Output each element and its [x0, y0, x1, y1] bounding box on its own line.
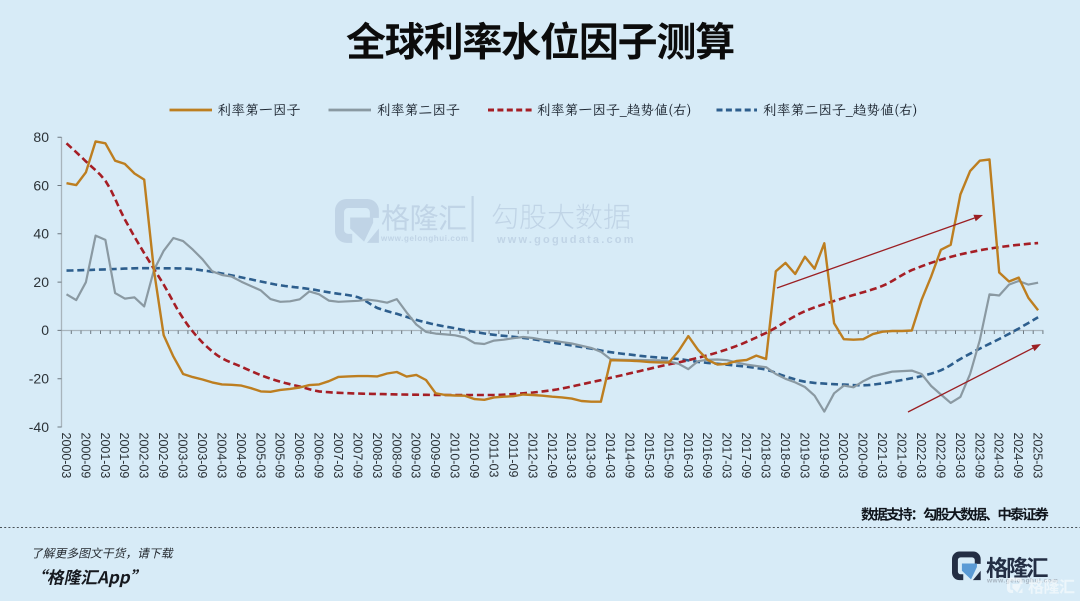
- svg-text:-40: -40: [29, 419, 49, 435]
- svg-text:2013-03: 2013-03: [564, 433, 578, 479]
- svg-text:0: 0: [41, 322, 49, 338]
- svg-text:2010-09: 2010-09: [467, 433, 481, 479]
- svg-text:2008-03: 2008-03: [370, 433, 384, 479]
- svg-text:2011-09: 2011-09: [506, 433, 520, 478]
- svg-text:2025-03: 2025-03: [1031, 433, 1045, 479]
- svg-text:2000-09: 2000-09: [78, 433, 92, 479]
- svg-text:2007-09: 2007-09: [350, 433, 364, 479]
- svg-text:2003-09: 2003-09: [195, 433, 209, 479]
- svg-text:2005-03: 2005-03: [253, 433, 267, 479]
- svg-text:2017-09: 2017-09: [739, 433, 753, 479]
- svg-text:2021-09: 2021-09: [895, 433, 909, 479]
- svg-text:2023-03: 2023-03: [953, 433, 967, 479]
- svg-text:2006-09: 2006-09: [312, 433, 326, 479]
- svg-text:2016-03: 2016-03: [681, 433, 695, 479]
- svg-text:2015-03: 2015-03: [642, 433, 656, 479]
- svg-text:2002-09: 2002-09: [156, 433, 170, 479]
- svg-text:40: 40: [33, 226, 49, 242]
- svg-text:2015-09: 2015-09: [661, 433, 675, 479]
- svg-text:2018-09: 2018-09: [778, 433, 792, 479]
- svg-text:2022-03: 2022-03: [914, 433, 928, 479]
- svg-text:2024-03: 2024-03: [992, 433, 1006, 479]
- svg-text:www.gogudata.com: www.gogudata.com: [496, 234, 636, 246]
- svg-text:2009-03: 2009-03: [409, 433, 423, 479]
- svg-text:20: 20: [33, 274, 49, 290]
- svg-text:-20: -20: [29, 371, 49, 387]
- svg-text:2019-03: 2019-03: [797, 433, 811, 479]
- svg-text:2014-09: 2014-09: [623, 433, 637, 479]
- svg-text:2001-03: 2001-03: [98, 433, 112, 479]
- svg-text:2017-03: 2017-03: [720, 433, 734, 479]
- svg-text:60: 60: [33, 177, 49, 193]
- svg-text:2020-03: 2020-03: [836, 433, 850, 479]
- svg-text:2024-09: 2024-09: [1011, 433, 1025, 479]
- svg-text:2021-03: 2021-03: [875, 433, 889, 479]
- svg-text:2003-03: 2003-03: [176, 433, 190, 479]
- svg-text:2004-09: 2004-09: [234, 433, 248, 479]
- svg-text:2012-09: 2012-09: [545, 433, 559, 479]
- svg-text:2005-09: 2005-09: [273, 433, 287, 479]
- svg-text:2000-03: 2000-03: [59, 433, 73, 479]
- svg-text:2020-09: 2020-09: [856, 433, 870, 479]
- svg-text:2014-03: 2014-03: [603, 433, 617, 479]
- svg-text:2022-09: 2022-09: [933, 433, 947, 479]
- svg-text:2019-09: 2019-09: [817, 433, 831, 479]
- svg-text:2010-03: 2010-03: [448, 433, 462, 479]
- svg-text:2006-03: 2006-03: [292, 433, 306, 479]
- svg-text:2023-09: 2023-09: [972, 433, 986, 479]
- svg-text:2016-09: 2016-09: [700, 433, 714, 479]
- svg-text:2004-03: 2004-03: [214, 433, 228, 479]
- svg-text:2007-03: 2007-03: [331, 433, 345, 479]
- svg-text:2013-09: 2013-09: [584, 433, 598, 479]
- svg-text:www.gelonghui.com: www.gelonghui.com: [380, 234, 469, 243]
- svg-text:2001-09: 2001-09: [117, 433, 131, 479]
- svg-text:2018-03: 2018-03: [759, 433, 773, 479]
- svg-text:2009-09: 2009-09: [428, 433, 442, 479]
- svg-text:2002-03: 2002-03: [137, 433, 151, 479]
- svg-text:2011-03: 2011-03: [487, 433, 501, 478]
- svg-text:2012-03: 2012-03: [525, 433, 539, 479]
- svg-text:80: 80: [33, 129, 49, 145]
- svg-text:2008-09: 2008-09: [389, 433, 403, 479]
